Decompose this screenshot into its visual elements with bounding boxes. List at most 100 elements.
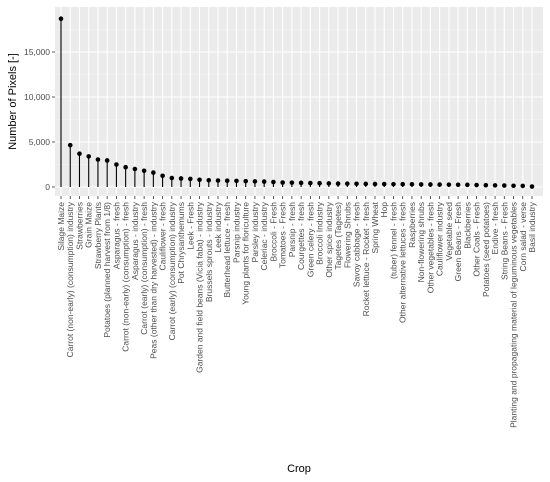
x-tick-label: Silage Maize [56,202,66,251]
lollipop-point [409,182,415,187]
x-tick-label: Cauliflower - fresh [158,202,168,271]
y-tick-label: 10,000 [24,92,50,102]
x-tick-label: Carrot (non-early) (consumption) - fresh [121,202,131,352]
x-tick-label: Broccoli - Fresh [268,202,278,262]
lollipop-point [280,180,285,185]
x-tick-label: Parsley industry [250,201,260,262]
lollipop-point [391,181,396,187]
x-tick-label: Leek industry [213,201,223,252]
lollipop-point [77,151,82,156]
lollipop-point [178,176,184,181]
x-tick-label: Asparagus - industry [130,201,140,280]
x-tick-label: Other spice industry [324,201,334,277]
x-tick-label: Strawberries [74,202,84,250]
y-axis: 0 5,000 10,000 15,000 [24,47,55,192]
y-tick-label: 15,000 [24,47,50,57]
x-tick-label: Courgettes - fresh [296,202,306,270]
x-tick-label: Tagetes (Tagetes) [333,202,343,270]
lollipop-point [252,179,258,184]
plot-panel [55,7,543,196]
x-axis: Silage Maize Carrot (non-early) (consumpt… [56,196,537,428]
lollipop-point [520,183,526,189]
lollipop-point [335,181,341,186]
x-tick-label: Flowering Shrubs [342,202,352,268]
lollipop-point [326,181,332,186]
x-tick-label: Broccoli Industry [315,201,325,265]
x-tick-label: Potatoes (seed potatoes) [481,202,491,297]
x-tick-label: String Beans - Fresh [499,202,509,280]
x-tick-label: Green Beans - Fresh [453,202,463,282]
lollipop-point [289,180,295,185]
x-tick-label: Savoy cabbage - fresh [352,202,362,287]
lollipop-point [104,158,110,163]
lollipop-point [483,182,489,188]
lollipop-point [215,178,221,183]
x-tick-label: Other Coals - Fresh [472,202,482,277]
lollipop-point [243,178,249,184]
lollipop-point [354,181,359,187]
x-tick-label: Carrot (non-early) (consumption) industr… [65,201,75,357]
x-tick-label: Carrot (early) (consumption) industry [167,201,177,340]
lollipop-point [187,176,193,182]
lollipop-point [492,183,498,188]
x-tick-label: Non-flowering shrubs [416,202,426,282]
x-tick-label: Peas (other than dry harvested) - indust… [148,201,158,359]
x-tick-label: Brussels sprouts - industry [204,201,214,302]
lollipop-point [58,16,64,22]
x-tick-label: Vegetable seed [444,202,454,261]
x-tick-label: Tomatoes - Fresh [278,202,288,268]
x-tick-label: Butterhead lettuce - fresh [222,202,232,298]
x-tick-label: Hop [379,202,389,218]
x-tick-label: Green celery - fresh [305,202,315,277]
lollipop-point [197,177,202,183]
lollipop-point [317,180,322,186]
lollipop-point [141,168,147,174]
x-tick-label: Endive - fresh [490,202,500,255]
lollipop-point [428,182,433,187]
x-tick-label: Asparagus - fresh [111,202,121,269]
x-tick-label: Strawberry Plants [93,202,103,269]
lollipop-point [501,183,507,188]
lollipop-point [261,179,267,184]
x-tick-label: Rocket lettuce - Rocket - fresh [361,202,371,317]
lollipop-point [114,162,119,167]
lollipop-point [400,181,406,187]
lollipop-point [151,170,156,175]
y-axis-title: Number of Pixels [-] [7,53,19,150]
lollipop-point [169,175,175,181]
x-tick-label: Leek - Fresh [185,202,195,250]
x-tick-label: Planting and propagating material of leg… [509,202,519,428]
x-tick-label: Grain Maize [84,202,94,248]
x-tick-label: Blackberries [462,202,472,249]
lollipop-point [381,181,387,187]
lollipop-point [298,180,304,186]
lollipop-point [446,182,452,187]
lollipop-point [372,181,378,187]
lollipop-point [363,181,369,187]
y-tick-label: 5,000 [29,137,51,147]
y-tick-label: 0 [45,182,50,192]
lollipop-point [224,178,230,183]
x-tick-label: Garden and field beans (Vicia faba) - in… [195,201,205,373]
x-tick-label: Corn salad - verse [518,202,528,272]
x-tick-label: Young plants for floriculture [241,202,251,305]
lollipop-point [271,179,276,185]
lollipop-point [344,181,350,186]
lollipop-point [308,180,313,186]
x-tick-label: Other alternative lettuces - fresh [398,202,408,323]
lollipop-point [123,164,128,170]
lollipop-point [95,157,101,162]
x-tick-label: Celeriac - industry [259,201,269,270]
lollipop-point [465,182,470,188]
x-tick-label: Cauliflower industry [435,201,445,276]
x-tick-label: Parsnip industry [231,201,241,263]
x-tick-label: Spring Wheat [370,201,380,253]
data-marks [58,16,535,189]
lollipop-point [160,173,165,179]
lollipop-point [86,154,92,159]
lollipop-point [474,182,479,188]
lollipop-point [529,184,535,189]
x-tick-label: (tuber) fennel - fresh [388,202,398,279]
lollipop-point [437,182,442,187]
